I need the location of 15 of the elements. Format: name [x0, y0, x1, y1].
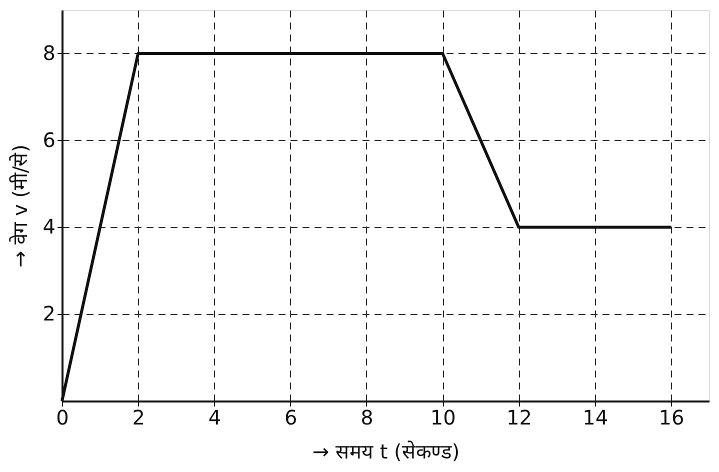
- y-tick-label: 8: [42, 40, 56, 65]
- y-tick-label: 4: [42, 214, 56, 239]
- x-tick-label: 12: [506, 406, 532, 430]
- x-tick-label: 2: [132, 406, 145, 430]
- x-tick-label: 0: [56, 406, 69, 430]
- x-tick-label: 8: [360, 406, 374, 430]
- y-tick-label: 2: [42, 302, 56, 326]
- x-tick-label: 6: [284, 406, 298, 430]
- x-tick-label: 10: [430, 406, 456, 430]
- x-axis-title: → समय t (सेकण्ड): [312, 440, 460, 464]
- x-tick-label: 14: [582, 406, 608, 430]
- y-tick-label: 6: [42, 128, 56, 152]
- x-tick-label: 16: [658, 406, 684, 430]
- x-tick-label: 4: [208, 406, 222, 430]
- y-axis-title: → वेग v (मी/से): [8, 144, 32, 268]
